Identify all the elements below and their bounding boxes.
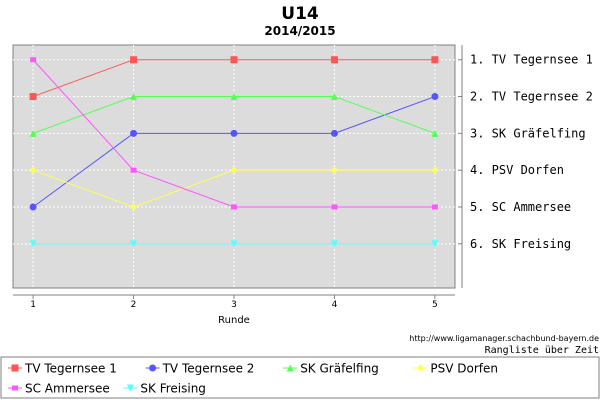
data-point: [431, 166, 439, 174]
source-url: http://www.ligamanager.schachbund-bayern…: [409, 334, 599, 343]
legend-label: TV Tegernsee 1: [24, 362, 117, 376]
chart-subtitle: 2014/2015: [264, 24, 335, 38]
data-point: [330, 129, 338, 137]
right-axis-ticks: 1. TV Tegernsee 1 2. TV Tegernsee 2 3. SK …: [458, 53, 593, 251]
data-point: [230, 93, 238, 101]
chart-title: U14: [281, 4, 319, 24]
data-point: [330, 56, 338, 64]
x-tick-label: 2: [131, 300, 137, 310]
x-tick-label: 5: [432, 300, 438, 310]
right-tick-label: 2. TV Tegernsee 2: [470, 90, 593, 104]
data-point: [431, 93, 439, 101]
data-point: [30, 57, 37, 63]
x-axis-label: Runde: [218, 315, 250, 326]
data-point: [130, 203, 138, 211]
data-point: [230, 240, 238, 248]
data-point: [431, 204, 438, 210]
legend: TV Tegernsee 1 TV Tegernsee 2 SK Gräfelfin…: [8, 362, 498, 396]
data-point: [29, 129, 37, 137]
x-tick-label: 1: [30, 300, 36, 310]
legend-label: SC Ammersee: [25, 382, 110, 396]
data-point: [29, 166, 37, 174]
right-tick-label: 1. TV Tegernsee 1: [470, 53, 593, 67]
data-point: [231, 204, 237, 210]
data-point: [29, 93, 37, 101]
x-tick-label: 3: [231, 300, 237, 310]
legend-label: SK Freising: [140, 382, 206, 396]
x-axis-ticks: 1 2 3 4 5: [30, 295, 438, 310]
data-point: [29, 240, 37, 248]
data-point: [431, 129, 439, 137]
legend-marker: [11, 364, 19, 372]
data-point: [330, 166, 338, 174]
right-tick-label: 6. SK Freising: [470, 237, 571, 251]
legend-marker: [416, 364, 424, 372]
series-layer: [29, 56, 439, 248]
data-point: [331, 204, 338, 210]
legend-box: [0, 356, 600, 399]
legend-label: SK Gräfelfing: [300, 362, 379, 376]
data-point: [230, 166, 238, 174]
right-tick-label: 3. SK Gräfelfing: [470, 126, 586, 140]
data-point: [330, 240, 338, 248]
source-caption: Rangliste über Zeit: [485, 345, 599, 356]
data-point: [230, 129, 238, 137]
legend-marker: [286, 364, 294, 372]
legend-marker: [12, 385, 18, 391]
data-point: [431, 240, 439, 248]
legend-marker: [149, 364, 157, 372]
legend-marker: [126, 384, 134, 392]
right-tick-label: 4. PSV Dorfen: [470, 163, 564, 177]
data-point: [431, 56, 439, 64]
data-point: [29, 203, 37, 211]
data-point: [130, 167, 137, 173]
x-tick-label: 4: [332, 300, 338, 310]
data-point: [130, 93, 138, 101]
legend-label: PSV Dorfen: [430, 362, 498, 376]
right-tick-label: 5. SC Ammersee: [470, 200, 571, 214]
data-point: [230, 56, 238, 64]
data-point: [130, 56, 138, 64]
data-point: [330, 93, 338, 101]
data-point: [130, 129, 138, 137]
data-point: [130, 240, 138, 248]
legend-label: TV Tegernsee 2: [162, 362, 255, 376]
